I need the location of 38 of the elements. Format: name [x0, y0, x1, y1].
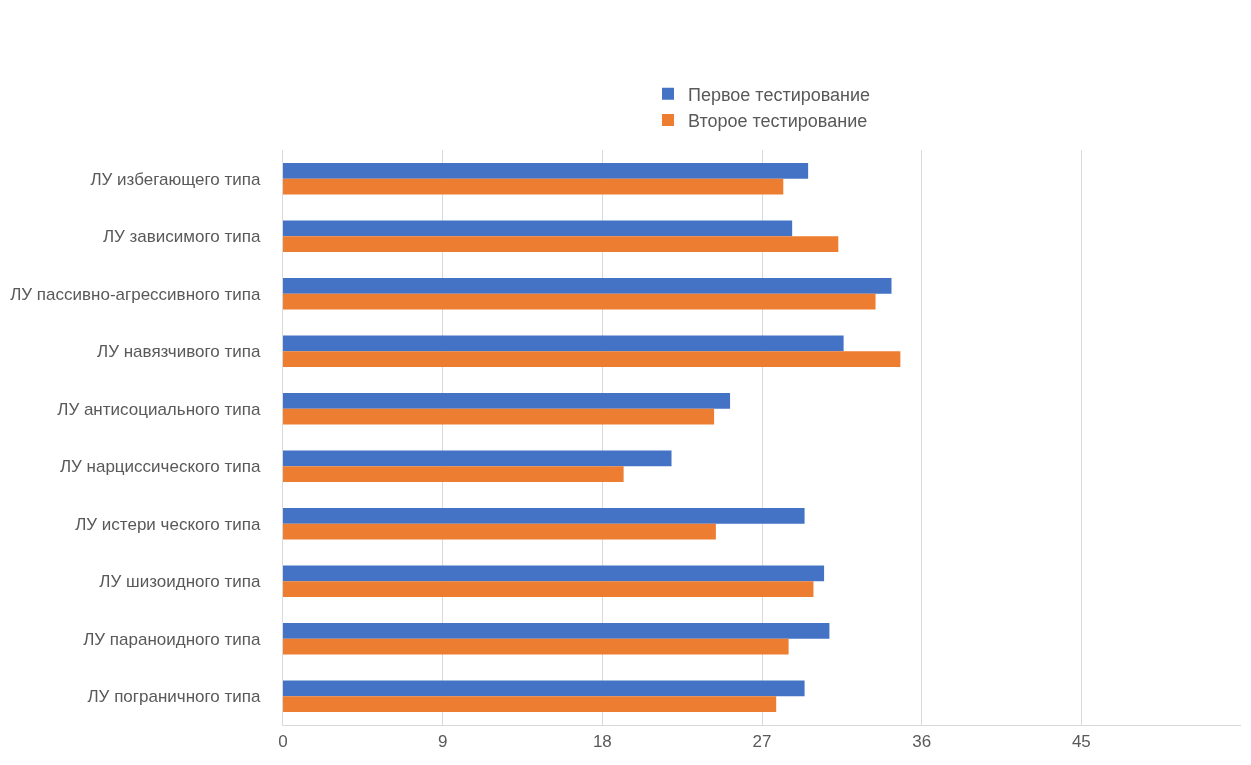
bar: [283, 277, 892, 294]
y-tick-label: ЛУ пассивно-агрессивного типа: [10, 284, 261, 304]
bar: [283, 523, 716, 540]
bar: [283, 162, 809, 179]
bar: [283, 392, 731, 409]
x-tick-label: 36: [912, 731, 932, 751]
x-tick-label: 27: [752, 731, 772, 751]
x-tick-label: 9: [437, 731, 448, 751]
y-tick-label: ЛУ избегающего типа: [90, 169, 261, 189]
bar: [283, 236, 839, 253]
bar: [283, 565, 825, 582]
bar: [283, 507, 805, 524]
bar: [283, 351, 901, 368]
bar: [283, 408, 715, 425]
bar: [283, 293, 876, 310]
y-tick-label: ЛУ антисоциального типа: [57, 399, 261, 419]
y-tick-label: ЛУ навязчивого типа: [97, 342, 261, 362]
y-tick-label: ЛУ пограничного типа: [87, 687, 261, 707]
x-tick-label: 45: [1071, 731, 1091, 751]
bar: [283, 178, 784, 195]
x-tick-label: 0: [278, 731, 288, 751]
y-tick-label: ЛУ параноидного типа: [83, 629, 261, 649]
y-tick-label: ЛУ нарциссического типа: [59, 457, 261, 477]
bar: [283, 466, 624, 483]
legend-label: Первое тестирование: [688, 84, 871, 105]
y-tick-label: ЛУ истери ческого типа: [75, 514, 261, 534]
bar: [283, 581, 814, 598]
legend-label: Второе тестирование: [688, 111, 868, 132]
bar: [283, 680, 805, 697]
bar: [283, 638, 789, 655]
y-tick-label: ЛУ зависимого типа: [102, 227, 261, 247]
x-tick-label: 18: [592, 731, 612, 751]
bar: [283, 220, 793, 237]
bar: [283, 696, 777, 713]
bar: [283, 450, 672, 467]
y-tick-label: ЛУ шизоидного типа: [99, 572, 261, 592]
bar: [283, 622, 830, 639]
bar: [283, 335, 844, 352]
